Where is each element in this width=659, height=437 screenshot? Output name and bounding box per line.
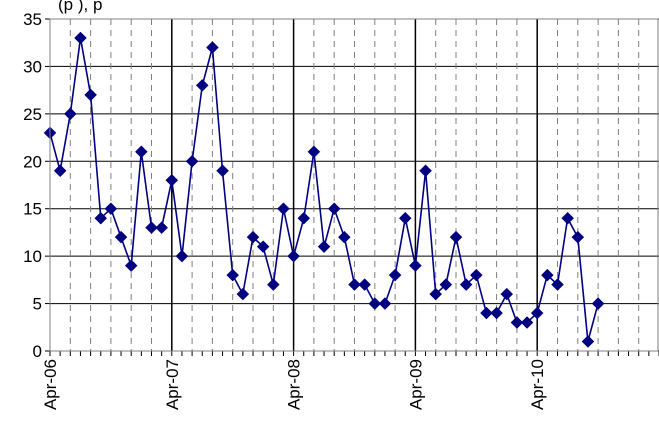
series-line xyxy=(49,37,599,342)
data-point xyxy=(419,164,432,178)
data-point xyxy=(388,268,402,282)
data-point xyxy=(165,173,179,187)
data-point xyxy=(94,211,108,225)
y-tick-label: 35 xyxy=(23,10,42,29)
data-point xyxy=(409,259,422,272)
data-point xyxy=(124,259,138,272)
data-point xyxy=(429,287,443,301)
data-point xyxy=(571,230,585,244)
data-point xyxy=(490,306,503,320)
data-point xyxy=(591,297,605,310)
grid xyxy=(45,18,659,356)
data-point xyxy=(266,278,280,291)
data-point xyxy=(368,297,382,310)
data-point xyxy=(277,202,290,216)
data-point xyxy=(104,202,118,216)
data-point xyxy=(327,202,341,216)
data-point xyxy=(287,249,300,263)
data-point xyxy=(378,297,392,310)
data-point xyxy=(530,306,544,320)
data-point xyxy=(206,41,219,54)
x-tick-label: Apr-09 xyxy=(406,359,425,410)
chart-title: (p ), p xyxy=(58,0,102,14)
data-point xyxy=(581,335,595,348)
series-points xyxy=(43,31,605,348)
y-tick-label: 30 xyxy=(23,57,42,76)
data-point xyxy=(216,164,229,178)
data-point xyxy=(551,278,564,291)
plot-area-frame xyxy=(49,18,659,352)
data-point xyxy=(63,107,77,121)
data-point xyxy=(297,211,311,225)
y-tick-label: 15 xyxy=(23,200,42,219)
data-point xyxy=(175,249,189,263)
y-axis-ticks: 0 5 10 15 20 25 30 35 xyxy=(23,10,42,361)
y-tick-label: 20 xyxy=(23,152,42,171)
data-point xyxy=(145,221,158,235)
data-point xyxy=(449,230,463,244)
data-point xyxy=(226,268,240,282)
data-point xyxy=(439,278,453,291)
data-point xyxy=(337,230,351,244)
data-point xyxy=(256,240,270,254)
data-point xyxy=(469,268,483,282)
x-tick-label: Apr-07 xyxy=(163,359,182,410)
data-point xyxy=(540,268,554,282)
data-point xyxy=(84,88,97,102)
x-axis-ticks: Apr-06 Apr-07 Apr-08 Apr-09 Apr-10 xyxy=(41,359,547,410)
data-point xyxy=(74,31,87,45)
data-point xyxy=(195,79,209,92)
y-tick-label: 10 xyxy=(23,247,42,266)
x-tick-label: Apr-08 xyxy=(285,359,304,410)
data-point xyxy=(307,145,321,159)
series-polyline xyxy=(49,37,599,342)
x-tick-label: Apr-10 xyxy=(528,359,547,410)
data-point xyxy=(459,278,473,291)
data-point xyxy=(185,154,199,168)
data-point xyxy=(114,230,128,244)
data-point xyxy=(317,240,331,254)
data-point xyxy=(155,221,169,235)
x-tick-label: Apr-06 xyxy=(41,359,60,410)
y-tick-label: 5 xyxy=(33,295,42,314)
data-point xyxy=(348,278,361,291)
data-point xyxy=(236,287,250,301)
data-point xyxy=(246,230,260,244)
y-tick-label: 25 xyxy=(23,105,42,124)
data-point xyxy=(510,316,524,329)
data-point xyxy=(134,145,148,159)
data-point xyxy=(398,211,412,225)
data-point xyxy=(520,316,534,329)
data-point xyxy=(480,306,493,320)
data-point xyxy=(500,287,514,301)
data-point xyxy=(53,164,67,178)
data-point xyxy=(358,278,372,291)
data-point xyxy=(561,211,575,225)
y-tick-label: 0 xyxy=(33,342,42,361)
